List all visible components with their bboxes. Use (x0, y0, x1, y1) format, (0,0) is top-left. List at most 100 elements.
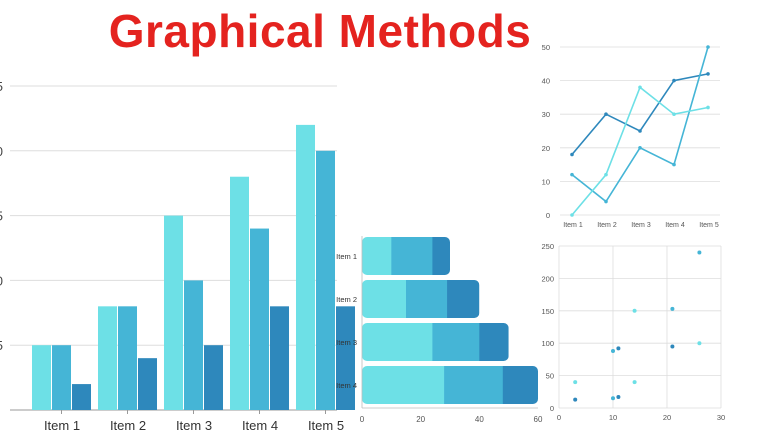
x-tick-label: Item 3 (176, 418, 212, 432)
data-point (604, 112, 608, 116)
stacked-segment (362, 280, 407, 318)
stacked-segment (391, 237, 434, 275)
data-point (570, 172, 574, 177)
bar (296, 124, 315, 410)
bar (32, 345, 51, 410)
x-tick-label: Item 4 (665, 222, 685, 229)
data-point (706, 72, 710, 76)
bar (316, 150, 335, 411)
data-point (570, 152, 574, 157)
stacked-horizontal-bar-chart: Item 1 Item 2 Item 3 Item 4 0 20 40 60 (336, 236, 543, 424)
y-tick-label: 5 (0, 79, 3, 94)
x-tick-label: 30 (717, 413, 725, 422)
series-line (571, 86, 709, 216)
bar (138, 358, 157, 410)
bar (118, 306, 137, 410)
x-tick-label: Item 2 (110, 418, 146, 432)
y-tick-label: 50 (542, 43, 550, 52)
x-tick-label: 40 (475, 415, 484, 424)
y-tick-label: 40 (542, 77, 550, 86)
x-tick-label: 10 (609, 413, 617, 422)
bar (72, 384, 91, 410)
bar (250, 228, 269, 410)
stacked-segment (502, 366, 538, 404)
stacked-segment (479, 323, 509, 361)
stacked-segment (447, 280, 480, 318)
bar (184, 280, 203, 410)
y-tick-label: 0 (0, 273, 3, 288)
data-point (604, 172, 608, 177)
stacked-segment (432, 323, 481, 361)
data-point (570, 213, 574, 217)
y-tick-label: 150 (541, 307, 554, 316)
bar (52, 345, 71, 410)
x-tick-label: Item 5 (308, 418, 344, 432)
x-tick-label: Item 1 (563, 222, 583, 229)
y-tick-label: 10 (542, 177, 550, 186)
bar (164, 215, 183, 410)
y-tick-label: 50 (546, 372, 554, 381)
scatter-point (697, 250, 702, 255)
data-point (706, 105, 710, 110)
line-chart: 0 10 20 30 40 50 Item 1 Item 2 Item 3 Item 4 Item … (542, 43, 720, 229)
scatter-point (573, 380, 578, 385)
x-tick-label: 0 (360, 415, 365, 424)
y-tick-label: 0 (550, 404, 554, 413)
y-tick-label: Item 2 (336, 295, 357, 304)
data-point (638, 129, 642, 133)
scatter-point (573, 397, 578, 402)
y-tick-label: Item 4 (336, 381, 357, 390)
y-tick-label: Item 3 (336, 338, 357, 347)
scatter-point (670, 344, 675, 349)
scatter-point (616, 346, 621, 351)
y-tick-label: 0 (0, 144, 3, 159)
y-tick-label: 30 (542, 110, 550, 119)
stacked-segment (362, 237, 393, 275)
scatter-point (632, 308, 637, 313)
data-point (638, 146, 642, 150)
x-tick-label: Item 2 (597, 222, 617, 229)
x-tick-label: Item 1 (44, 418, 80, 432)
data-point (672, 162, 676, 167)
bar (270, 306, 289, 410)
scatter-point (611, 348, 615, 353)
data-point (672, 78, 676, 83)
series-line (571, 46, 709, 203)
bar (336, 306, 355, 410)
x-tick-label: Item 5 (699, 222, 719, 229)
scatter-chart: 0 50 100 150 200 250 0 10 20 30 (541, 242, 725, 422)
x-tick-label: 60 (534, 415, 543, 424)
y-tick-label: Item 1 (336, 252, 357, 261)
vertical-bar-chart: 5 0 5 0 5 Item 1 Item 2 Item 3 Item 4 Item 5 (0, 79, 355, 432)
page-title: Graphical Methods (108, 5, 532, 57)
y-tick-label: 0 (546, 211, 550, 220)
stacked-segment (406, 280, 449, 318)
scatter-point (670, 306, 675, 311)
x-tick-label: 0 (557, 413, 561, 422)
x-tick-label: Item 3 (631, 222, 651, 229)
scatter-point (611, 396, 615, 401)
y-tick-label: 5 (0, 338, 3, 353)
x-tick-label: Item 4 (242, 418, 278, 432)
y-tick-label: 5 (0, 209, 3, 224)
data-point (604, 199, 608, 204)
y-tick-label: 20 (542, 144, 550, 153)
scatter-point (616, 394, 621, 399)
y-tick-label: 200 (541, 274, 554, 283)
stacked-segment (432, 237, 450, 275)
y-tick-label: 100 (541, 339, 554, 348)
stacked-segment (362, 323, 434, 361)
stacked-segment (362, 366, 446, 404)
data-point (672, 112, 676, 116)
bar (98, 306, 117, 410)
stacked-segment (444, 366, 504, 404)
data-point (706, 45, 710, 49)
scatter-point (697, 341, 702, 346)
x-tick-label: 20 (416, 415, 425, 424)
data-point (638, 85, 642, 90)
bar (230, 176, 249, 410)
bar (204, 345, 223, 410)
x-tick-label: 20 (663, 413, 671, 422)
y-tick-label: 250 (541, 242, 554, 251)
